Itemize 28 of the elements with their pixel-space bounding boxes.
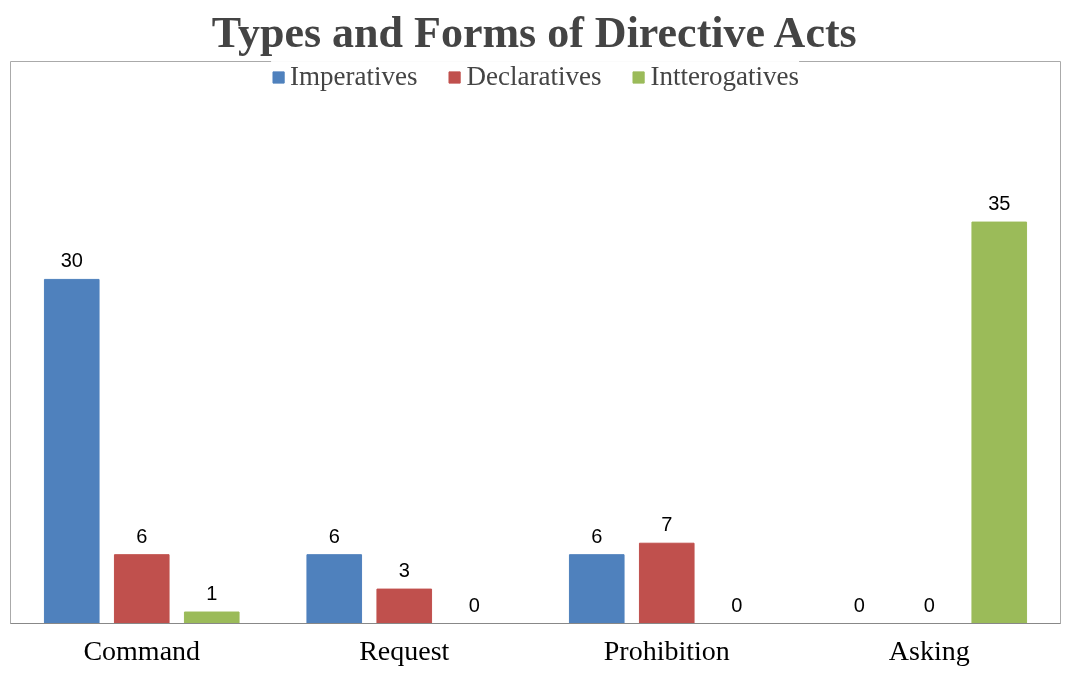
bar xyxy=(638,542,695,624)
bar xyxy=(43,278,100,624)
bar xyxy=(971,221,1028,624)
x-tick-label: Command xyxy=(83,634,201,666)
x-tick-label: Prohibition xyxy=(603,634,730,666)
data-label: 6 xyxy=(328,524,340,547)
legend-label: Imperatives xyxy=(290,61,418,92)
data-label: 3 xyxy=(398,559,410,582)
x-tick-label: Asking xyxy=(888,634,970,666)
legend-label: Intterogatives xyxy=(650,61,799,92)
legend-label: Declaratives xyxy=(466,61,602,92)
chart-title: Types and Forms of Directive Acts xyxy=(211,7,857,57)
bar xyxy=(183,611,240,624)
data-label: 0 xyxy=(468,593,480,616)
bar xyxy=(568,554,625,624)
data-label: 0 xyxy=(923,593,935,616)
x-tick-label: Request xyxy=(359,634,450,666)
data-label: 35 xyxy=(988,192,1011,215)
bar xyxy=(376,588,433,624)
data-label: 0 xyxy=(731,593,743,616)
bar xyxy=(113,554,170,624)
data-label: 7 xyxy=(661,513,673,536)
data-label: 6 xyxy=(136,524,148,547)
data-label: 30 xyxy=(60,249,83,272)
data-label: 0 xyxy=(853,593,865,616)
bar xyxy=(306,554,363,624)
data-label: 1 xyxy=(206,582,218,605)
data-label: 6 xyxy=(591,524,603,547)
